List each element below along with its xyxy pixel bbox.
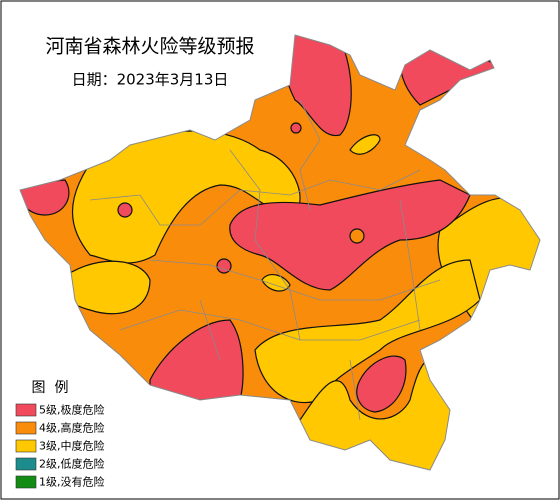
zone-moderate (261, 273, 291, 292)
legend-label: 3级,中度危险 (39, 439, 105, 453)
zone-extreme (356, 355, 407, 413)
legend-swatch (15, 457, 37, 471)
zone-moderate (71, 130, 301, 264)
legend-swatch (15, 421, 37, 435)
legend-title: 图 例 (32, 380, 69, 396)
map-date: 日期：2023年3月13日 (72, 71, 229, 89)
zone-moderate (254, 259, 481, 404)
zone-extreme (117, 202, 133, 218)
zone-extreme (149, 319, 244, 401)
legend-label: 4级,高度危险 (39, 421, 105, 435)
zone-moderate (349, 134, 381, 155)
zone-extreme (290, 122, 302, 134)
legend: 图 例 5级,极度危险 4级,高度危险 3级,中度危险 2级,低度危险 1级,没有危险 (15, 380, 105, 489)
legend-swatch (15, 403, 37, 417)
legend-swatch (15, 475, 37, 489)
legend-swatch (15, 439, 37, 453)
zone-high (349, 228, 365, 244)
county-border (89, 99, 441, 421)
legend-label: 5级,极度危险 (39, 403, 105, 417)
legend-label: 1级,没有危险 (39, 475, 105, 489)
map-title: 河南省森林火险等级预报 (45, 36, 254, 58)
zone-extreme (216, 258, 232, 274)
legend-label: 2级,低度危险 (39, 457, 105, 471)
